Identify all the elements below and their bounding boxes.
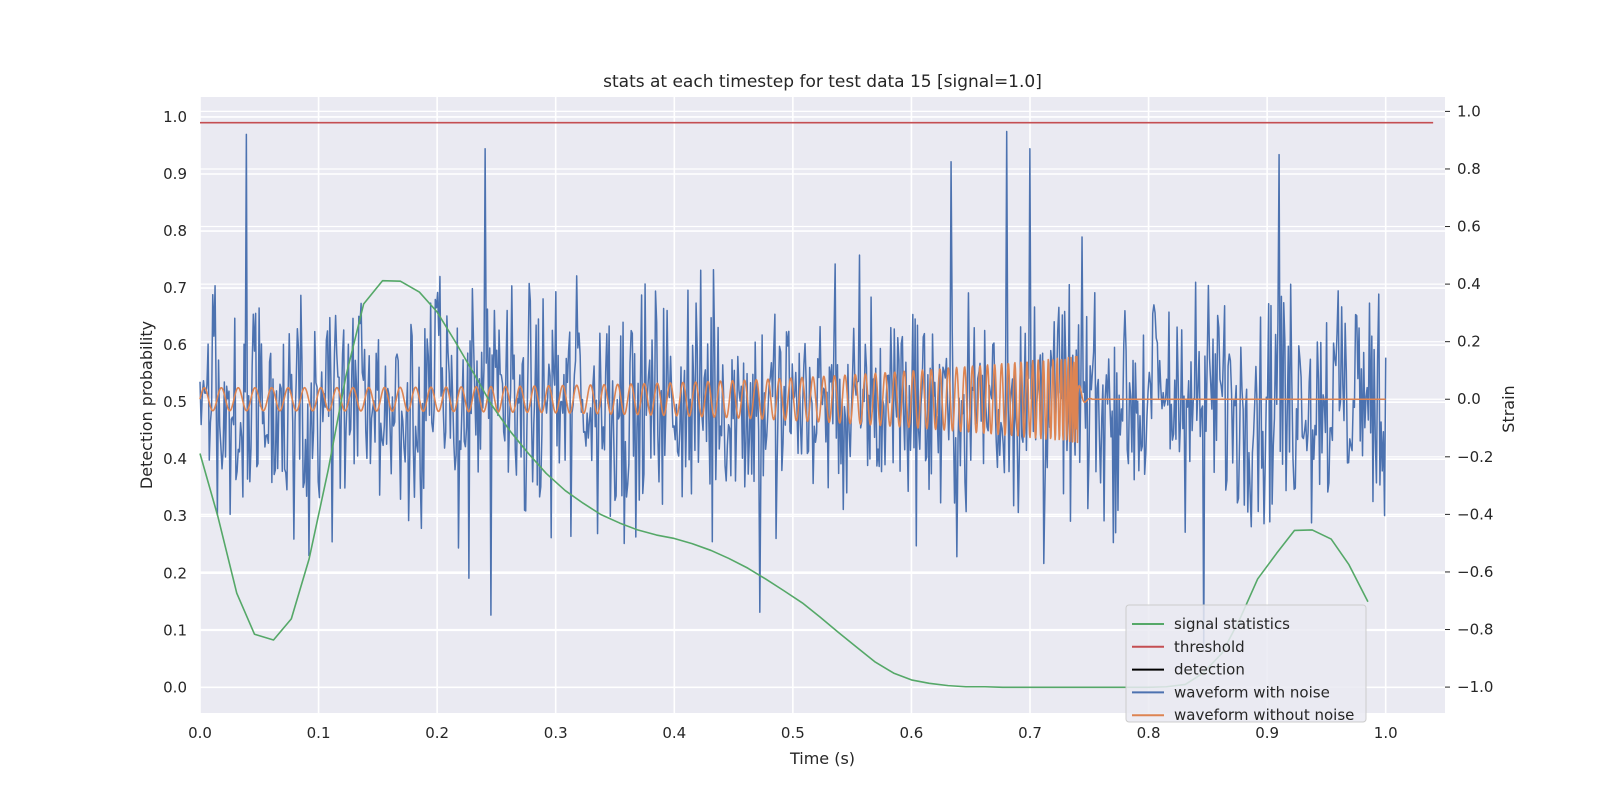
x-tick-label: 0.9 — [1255, 724, 1279, 742]
x-tick-label: 0.2 — [425, 724, 449, 742]
y-right-tick-label: 0.2 — [1457, 333, 1481, 351]
legend-label: detection — [1174, 661, 1245, 679]
x-tick-label: 1.0 — [1374, 724, 1398, 742]
legend-label: threshold — [1174, 638, 1245, 656]
chart-title: stats at each timestep for test data 15 … — [603, 72, 1042, 92]
waveform-with-noise-line — [199, 130, 1387, 651]
x-axis-label: Time (s) — [789, 749, 855, 768]
legend-label: signal statistics — [1174, 615, 1290, 633]
y-right-tick-label: 0.0 — [1457, 390, 1481, 408]
y-right-tick-label: 1.0 — [1457, 102, 1481, 120]
y-tick-label: 0.6 — [163, 336, 187, 354]
y-right-tick-label: −0.6 — [1457, 563, 1493, 581]
y-right-tick-label: 0.8 — [1457, 160, 1481, 178]
y-right-tick-label: 0.6 — [1457, 218, 1481, 236]
y-tick-label: 0.1 — [163, 621, 187, 639]
waveform-without-noise-line — [199, 355, 1387, 444]
y-tick-label: 0.2 — [163, 564, 187, 582]
x-tick-label: 0.1 — [307, 724, 331, 742]
legend-label: waveform with noise — [1174, 683, 1330, 701]
x-tick-label: 0.8 — [1137, 724, 1161, 742]
legend-label: waveform without noise — [1174, 706, 1354, 724]
y-right-tick-label: −0.4 — [1457, 505, 1493, 523]
axes-layer: 0.0 0.1 0.2 0.3 0.4 0.5 0.6 0.7 0.8 0.9 1.0 0.0 0.1 0… — [163, 102, 1493, 742]
y-tick-label: 0.8 — [163, 222, 187, 240]
x-tick-label: 0.4 — [662, 724, 686, 742]
y-right-axis-label: Strain — [1499, 385, 1518, 432]
y-right-tick-label: −0.8 — [1457, 621, 1493, 639]
y-axis-label: Detection probability — [137, 321, 156, 489]
y-right-tick-label: 0.4 — [1457, 275, 1481, 293]
y-tick-label: 0.5 — [163, 393, 187, 411]
y-tick-label: 0.4 — [163, 450, 187, 468]
x-tick-label: 0.6 — [899, 724, 923, 742]
x-tick-label: 0.7 — [1018, 724, 1042, 742]
legend-box — [1125, 604, 1367, 723]
x-tick-label: 0.3 — [544, 724, 568, 742]
y-right-tick-label: −1.0 — [1457, 678, 1493, 696]
y-right-tick-label: −0.2 — [1457, 448, 1493, 466]
y-tick-label: 0.3 — [163, 507, 187, 525]
x-tick-label: 0.0 — [188, 724, 212, 742]
y-tick-label: 0.9 — [163, 165, 187, 183]
y-tick-label: 0.0 — [163, 678, 187, 696]
legend: signal statistics threshold detection wavef… — [1125, 604, 1367, 724]
x-tick-label: 0.5 — [781, 724, 805, 742]
y-tick-label: 0.7 — [163, 279, 187, 297]
y-tick-label: 1.0 — [163, 108, 187, 126]
